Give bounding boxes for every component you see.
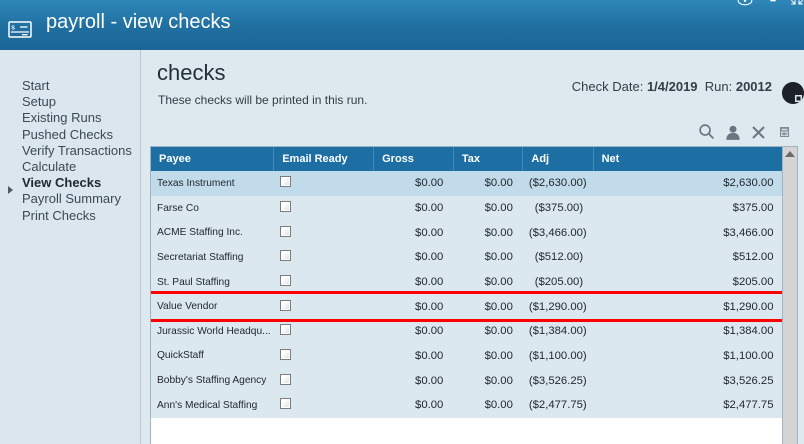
svg-text:S: S	[11, 25, 15, 31]
